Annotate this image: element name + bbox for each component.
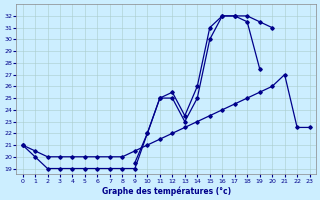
X-axis label: Graphe des températures (°c): Graphe des températures (°c) [101, 186, 231, 196]
